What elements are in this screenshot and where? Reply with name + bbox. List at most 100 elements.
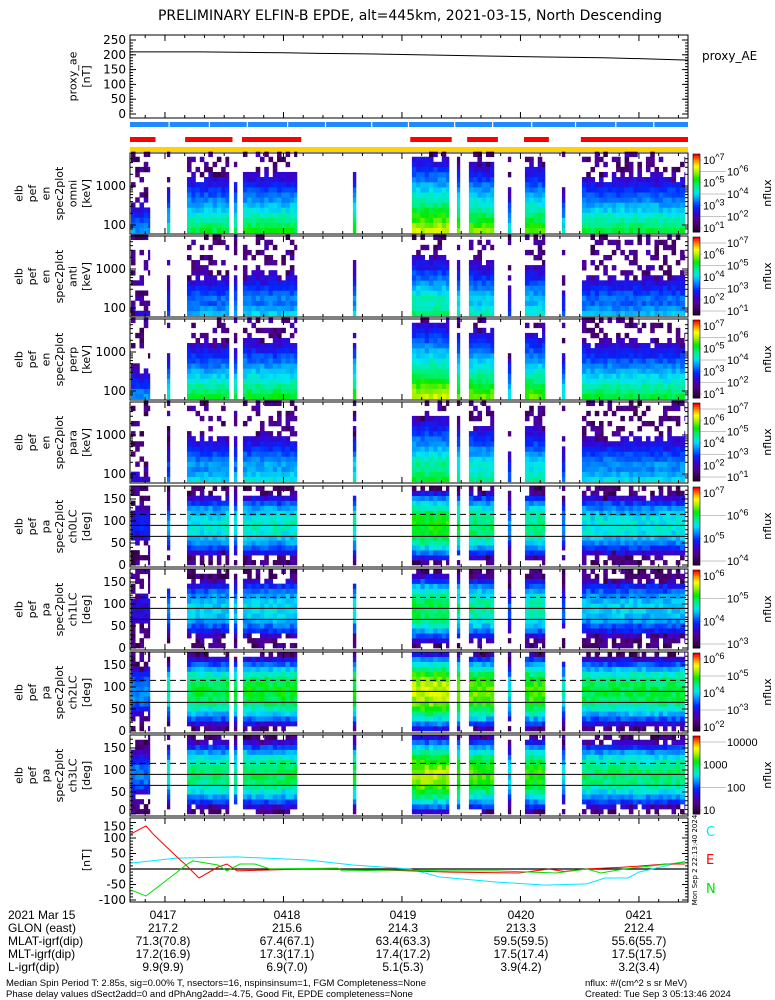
spectrogram-cell — [264, 327, 269, 334]
spectrogram-cell — [485, 373, 491, 379]
colorbar-segment — [693, 355, 700, 358]
spectrogram-cell — [594, 275, 600, 281]
spectrogram-cell — [221, 456, 226, 462]
spectrogram-cell — [277, 368, 282, 374]
spectrogram-cell — [166, 378, 171, 384]
spectrogram-cell — [221, 166, 226, 173]
spectrogram-cell — [416, 161, 421, 168]
pa-cell — [289, 545, 295, 551]
spectrogram-cell — [473, 461, 478, 467]
spectrogram-cell — [594, 383, 600, 389]
pa-cell — [216, 515, 222, 521]
spectrogram-cell — [242, 436, 248, 442]
spectrogram-cell — [616, 378, 621, 384]
spectrogram-cell — [590, 327, 596, 334]
spectrogram-cell — [594, 280, 600, 286]
spectrogram-cell — [533, 300, 539, 306]
spectrogram-cell — [148, 383, 151, 389]
spectrogram-cell — [680, 348, 685, 354]
spectrogram-cell — [641, 383, 647, 389]
spectrogram-cell — [485, 280, 491, 286]
spectrogram-cell — [473, 161, 478, 168]
spectrogram-cell — [424, 265, 430, 271]
spectrogram-cell — [561, 275, 566, 281]
spectrogram-cell — [620, 353, 625, 359]
spectrogram-cell — [242, 151, 248, 158]
spectrogram-cell — [285, 451, 291, 457]
spectrogram-cell — [186, 254, 192, 261]
spectrogram-cell — [242, 441, 248, 447]
spectrogram-cell — [264, 373, 269, 379]
spectrogram-cell — [264, 227, 269, 234]
spectrogram-cell — [420, 415, 426, 422]
spectrogram-cell — [446, 461, 450, 467]
spectrogram-cell — [650, 441, 655, 447]
data-coverage-bar — [524, 137, 549, 142]
spectrogram-cell — [456, 227, 461, 234]
spectrogram-cell — [199, 441, 205, 447]
spectrogram-cell — [633, 217, 638, 223]
spectrogram-cell — [225, 471, 230, 478]
spectrogram-cell — [490, 343, 495, 349]
spectrogram-cell — [424, 156, 430, 163]
pa-cell — [212, 505, 218, 511]
spectrogram-cell — [268, 197, 274, 203]
spectrogram-cell — [441, 290, 447, 296]
spectrogram-cell — [485, 202, 491, 208]
spectrogram-cell — [599, 156, 604, 163]
spectrogram-cell — [590, 420, 596, 427]
spectrogram-cell — [490, 222, 495, 229]
spectrogram-cell — [658, 265, 664, 271]
spectrogram-cell — [166, 441, 171, 447]
spectrogram-cell — [186, 244, 192, 251]
spectrogram-cell — [650, 285, 655, 291]
spectrogram-cell — [428, 260, 434, 266]
spectrogram-cell — [658, 393, 664, 400]
spectrogram-cell — [294, 202, 298, 208]
spectrogram-cell — [616, 197, 621, 203]
spectrogram-cell — [650, 192, 655, 198]
spectrogram-cell — [247, 441, 252, 447]
pa-cell — [233, 520, 238, 526]
spectrogram-cell — [680, 456, 685, 462]
spectrogram-cell — [204, 373, 209, 379]
spectrogram-cell — [199, 156, 205, 163]
pa-cell — [139, 510, 145, 516]
spectrogram-cell — [433, 337, 438, 344]
spectrogram-cell — [428, 212, 434, 218]
spectrogram-cell — [654, 456, 660, 462]
pa-cell — [289, 535, 295, 541]
spectrogram-cell — [650, 207, 655, 213]
spectrogram-cell — [537, 471, 543, 478]
spectrogram-cell — [208, 393, 213, 400]
spectrogram-cell — [599, 212, 604, 218]
spectrogram-cell — [537, 415, 543, 422]
spectrogram-cell — [416, 373, 421, 379]
spectrogram-cell — [675, 405, 681, 412]
spectrogram-cell — [166, 410, 171, 417]
spectrogram-cell — [268, 305, 274, 312]
spectrogram-cell — [524, 285, 530, 291]
pa-cell — [143, 535, 149, 541]
pa-cell — [130, 500, 136, 506]
spectrogram-cell — [428, 265, 434, 271]
spectrogram-cell — [139, 202, 145, 208]
spectrogram-cell — [416, 249, 421, 256]
spectrogram-cell — [225, 358, 230, 364]
spectrogram-cell — [277, 337, 282, 344]
spectrogram-cell — [456, 332, 461, 339]
spectrogram-cell — [352, 305, 357, 312]
spectrogram-cell — [481, 343, 487, 349]
spectrogram-cell — [135, 373, 140, 379]
spectrogram-cell — [680, 310, 685, 317]
spectrogram-cell — [594, 217, 600, 223]
pa-cell — [216, 555, 222, 561]
pa-cell — [281, 520, 286, 526]
spectrogram-cell — [352, 426, 357, 432]
pa-cell — [285, 510, 291, 516]
spectrogram-cell — [281, 466, 286, 472]
spectrogram-cell — [191, 207, 196, 213]
pa-cell — [135, 530, 140, 536]
spectrogram-cell — [255, 207, 261, 213]
spectrogram-cell — [581, 378, 587, 384]
